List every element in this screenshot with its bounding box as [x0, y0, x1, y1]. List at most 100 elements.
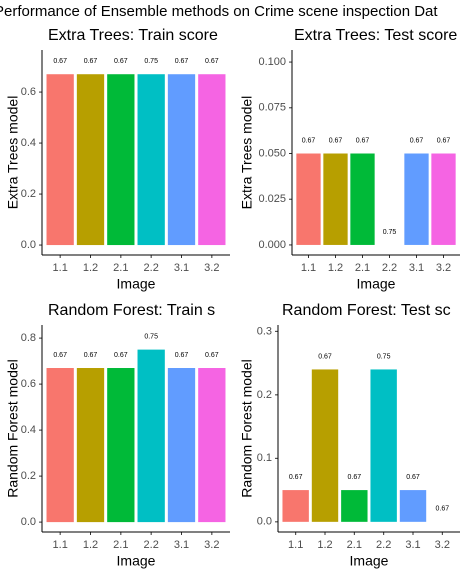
bar: [370, 369, 397, 522]
x-tick-label: 3.2: [204, 262, 219, 274]
bar: [404, 153, 429, 245]
x-tick-label: 2.2: [144, 262, 159, 274]
y-axis-title: Extra Trees model: [5, 96, 21, 210]
y-axis-title: Random Forest model: [239, 359, 255, 498]
y-tick-label: 0.075: [258, 102, 286, 114]
bar-label: 0.67: [175, 58, 189, 65]
x-tick-label: 2.1: [347, 539, 362, 551]
bar-label: 0.67: [318, 353, 332, 360]
y-tick-label: 0.1: [257, 452, 272, 464]
y-tick-label: 0.100: [258, 56, 286, 68]
y-tick-label: 0.3: [257, 325, 272, 337]
y-axis-title: Extra Trees model: [239, 96, 255, 210]
x-tick-label: 2.1: [113, 262, 128, 274]
bar-label: 0.75: [383, 229, 397, 236]
panel: Extra Trees: Test score Image Extra Trees …: [239, 27, 460, 292]
x-tick-label: 3.1: [405, 539, 420, 551]
bar-label: 0.67: [53, 352, 67, 359]
figure-title: Performance of Ensemble methods on Crime…: [0, 3, 438, 20]
bar: [282, 490, 309, 522]
bar-label: 0.67: [406, 474, 420, 481]
bar-label: 0.67: [356, 137, 370, 144]
bar-label: 0.67: [114, 352, 128, 359]
x-tick-label: 1.1: [53, 262, 68, 274]
y-tick-label: 0.0: [21, 239, 36, 251]
x-tick-label: 1.2: [328, 262, 343, 274]
y-tick-label: 0.2: [257, 389, 272, 401]
bar: [198, 368, 226, 523]
panel-title: Extra Trees: Train score: [48, 27, 218, 44]
x-axis-title: Image: [117, 553, 156, 569]
bar-label: 0.67: [329, 137, 343, 144]
bar: [296, 153, 321, 245]
bar-label: 0.67: [84, 58, 98, 65]
x-tick-label: 3.2: [204, 539, 219, 551]
y-tick-label: 0.2: [21, 188, 36, 200]
bar-label: 0.67: [114, 58, 128, 65]
bar: [167, 74, 196, 246]
bar: [46, 368, 74, 523]
bar: [350, 153, 375, 245]
panel-title: Extra Trees: Test score: [294, 27, 457, 44]
x-tick-label: 1.2: [83, 539, 98, 551]
x-tick-label: 3.1: [174, 262, 189, 274]
bar-label: 0.67: [84, 352, 98, 359]
x-axis-title: Image: [350, 553, 389, 569]
panel: Random Forest: Train s Image Random Forest…: [5, 302, 230, 569]
y-tick-label: 0.050: [258, 147, 286, 159]
panel: Random Forest: Test sc Image Random Forest…: [239, 302, 460, 569]
x-tick-label: 3.1: [409, 262, 424, 274]
y-tick-label: 0.8: [21, 332, 36, 344]
bar-label: 0.67: [348, 474, 362, 481]
bar: [198, 74, 226, 246]
bar: [323, 153, 348, 245]
panel-title: Random Forest: Test sc: [282, 302, 451, 319]
y-tick-label: 0.6: [21, 378, 36, 390]
bar-label: 0.67: [175, 352, 189, 359]
x-axis-title: Image: [117, 276, 156, 292]
x-tick-label: 1.1: [288, 539, 303, 551]
y-tick-label: 0.2: [21, 470, 36, 482]
y-axis-title: Random Forest model: [5, 359, 21, 498]
x-tick-label: 2.2: [376, 539, 391, 551]
x-tick-label: 3.1: [174, 539, 189, 551]
panel-title: Random Forest: Train s: [48, 302, 215, 319]
y-tick-label: 0.4: [21, 137, 36, 149]
bar: [399, 490, 427, 522]
x-axis-title: Image: [357, 276, 396, 292]
x-tick-label: 3.2: [435, 539, 450, 551]
y-tick-label: 0.6: [21, 86, 36, 98]
bar-label: 0.67: [302, 137, 316, 144]
bar-label: 0.67: [205, 58, 219, 65]
bar: [76, 74, 105, 246]
bar: [137, 349, 165, 523]
x-tick-label: 1.2: [83, 262, 98, 274]
x-tick-label: 2.1: [113, 539, 128, 551]
bar-label: 0.75: [377, 353, 391, 360]
panel: Extra Trees: Train score Image Extra Trees…: [5, 27, 230, 292]
bar: [167, 368, 196, 523]
y-tick-label: 0.0: [257, 516, 272, 528]
bar-label: 0.67: [436, 506, 450, 513]
y-tick-label: 0.0: [21, 516, 36, 528]
x-tick-label: 2.2: [382, 262, 397, 274]
bar: [311, 369, 339, 522]
x-tick-label: 1.2: [317, 539, 332, 551]
x-tick-label: 1.1: [53, 539, 68, 551]
x-tick-label: 2.2: [144, 539, 159, 551]
bar: [107, 368, 135, 523]
y-tick-label: 0.4: [21, 424, 36, 436]
bar: [76, 368, 105, 523]
bar: [107, 74, 135, 246]
bar-label: 0.67: [53, 58, 67, 65]
bar: [341, 490, 368, 522]
bar-label: 0.67: [410, 137, 424, 144]
x-tick-label: 1.1: [301, 262, 316, 274]
bar-label: 0.75: [144, 333, 158, 340]
x-tick-label: 2.1: [355, 262, 370, 274]
y-tick-label: 0.025: [258, 193, 286, 205]
bar: [137, 74, 165, 246]
x-tick-label: 3.2: [436, 262, 451, 274]
bar: [431, 153, 456, 245]
